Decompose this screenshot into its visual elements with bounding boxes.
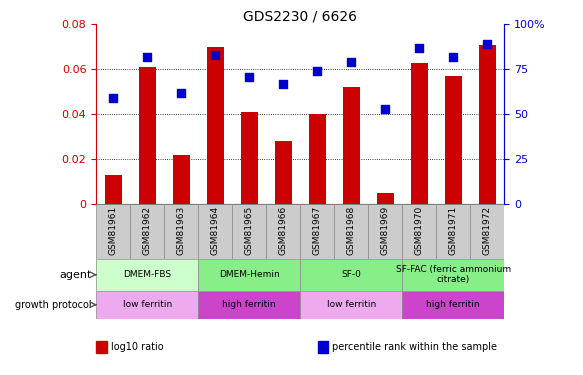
FancyBboxPatch shape [334, 204, 368, 259]
Bar [241, 112, 258, 204]
Bar [96, 259, 198, 291]
Text: GSM81966: GSM81966 [279, 206, 288, 255]
Point [312, 68, 322, 74]
Bar [479, 45, 496, 204]
Text: GSM81962: GSM81962 [143, 206, 152, 255]
Bar [445, 76, 462, 204]
Text: GSM81972: GSM81972 [483, 206, 492, 255]
Bar [275, 141, 292, 204]
Text: high ferritin: high ferritin [427, 300, 480, 309]
FancyBboxPatch shape [232, 204, 266, 259]
Text: GSM81963: GSM81963 [177, 206, 186, 255]
Point [483, 41, 492, 47]
Bar [309, 114, 326, 204]
Bar [402, 259, 504, 291]
Bar [198, 291, 300, 319]
Text: GSM81964: GSM81964 [210, 206, 220, 255]
Text: low ferritin: low ferritin [326, 300, 376, 309]
Bar [198, 259, 300, 291]
Point [381, 106, 390, 112]
Text: SF-0: SF-0 [341, 270, 361, 279]
Text: DMEM-Hemin: DMEM-Hemin [219, 270, 280, 279]
Text: percentile rank within the sample: percentile rank within the sample [332, 342, 497, 351]
FancyBboxPatch shape [266, 204, 300, 259]
FancyBboxPatch shape [436, 204, 470, 259]
Bar [343, 87, 360, 204]
Text: growth protocol: growth protocol [16, 300, 92, 310]
Bar [207, 47, 224, 204]
Point [143, 54, 152, 60]
Bar [377, 193, 394, 204]
Text: agent: agent [59, 270, 92, 280]
Text: GSM81969: GSM81969 [381, 206, 390, 255]
Text: DMEM-FBS: DMEM-FBS [123, 270, 171, 279]
Text: low ferritin: low ferritin [122, 300, 172, 309]
Text: GSM81968: GSM81968 [347, 206, 356, 255]
Bar [105, 175, 122, 204]
Text: GSM81970: GSM81970 [415, 206, 424, 255]
Text: GSM81961: GSM81961 [108, 206, 118, 255]
Bar [96, 291, 198, 319]
FancyBboxPatch shape [198, 204, 232, 259]
Point [346, 59, 356, 65]
Bar [402, 291, 504, 319]
Point [415, 45, 424, 51]
FancyBboxPatch shape [130, 204, 164, 259]
Text: GSM81967: GSM81967 [312, 206, 322, 255]
FancyBboxPatch shape [96, 204, 130, 259]
Text: log10 ratio: log10 ratio [111, 342, 163, 351]
FancyBboxPatch shape [164, 204, 198, 259]
Point [108, 95, 118, 101]
Text: high ferritin: high ferritin [223, 300, 276, 309]
Bar [139, 67, 156, 204]
Bar [411, 63, 428, 204]
Point [449, 54, 458, 60]
Point [210, 52, 220, 58]
Text: SF-FAC (ferric ammonium
citrate): SF-FAC (ferric ammonium citrate) [396, 265, 511, 284]
Bar [300, 291, 402, 319]
Text: GSM81971: GSM81971 [449, 206, 458, 255]
Bar [173, 155, 189, 204]
FancyBboxPatch shape [300, 204, 334, 259]
FancyBboxPatch shape [402, 204, 436, 259]
Title: GDS2230 / 6626: GDS2230 / 6626 [243, 9, 357, 23]
Text: GSM81965: GSM81965 [245, 206, 254, 255]
FancyBboxPatch shape [470, 204, 504, 259]
FancyBboxPatch shape [368, 204, 402, 259]
Point [279, 81, 288, 87]
Bar [300, 259, 402, 291]
Point [245, 74, 254, 80]
Point [177, 90, 186, 96]
